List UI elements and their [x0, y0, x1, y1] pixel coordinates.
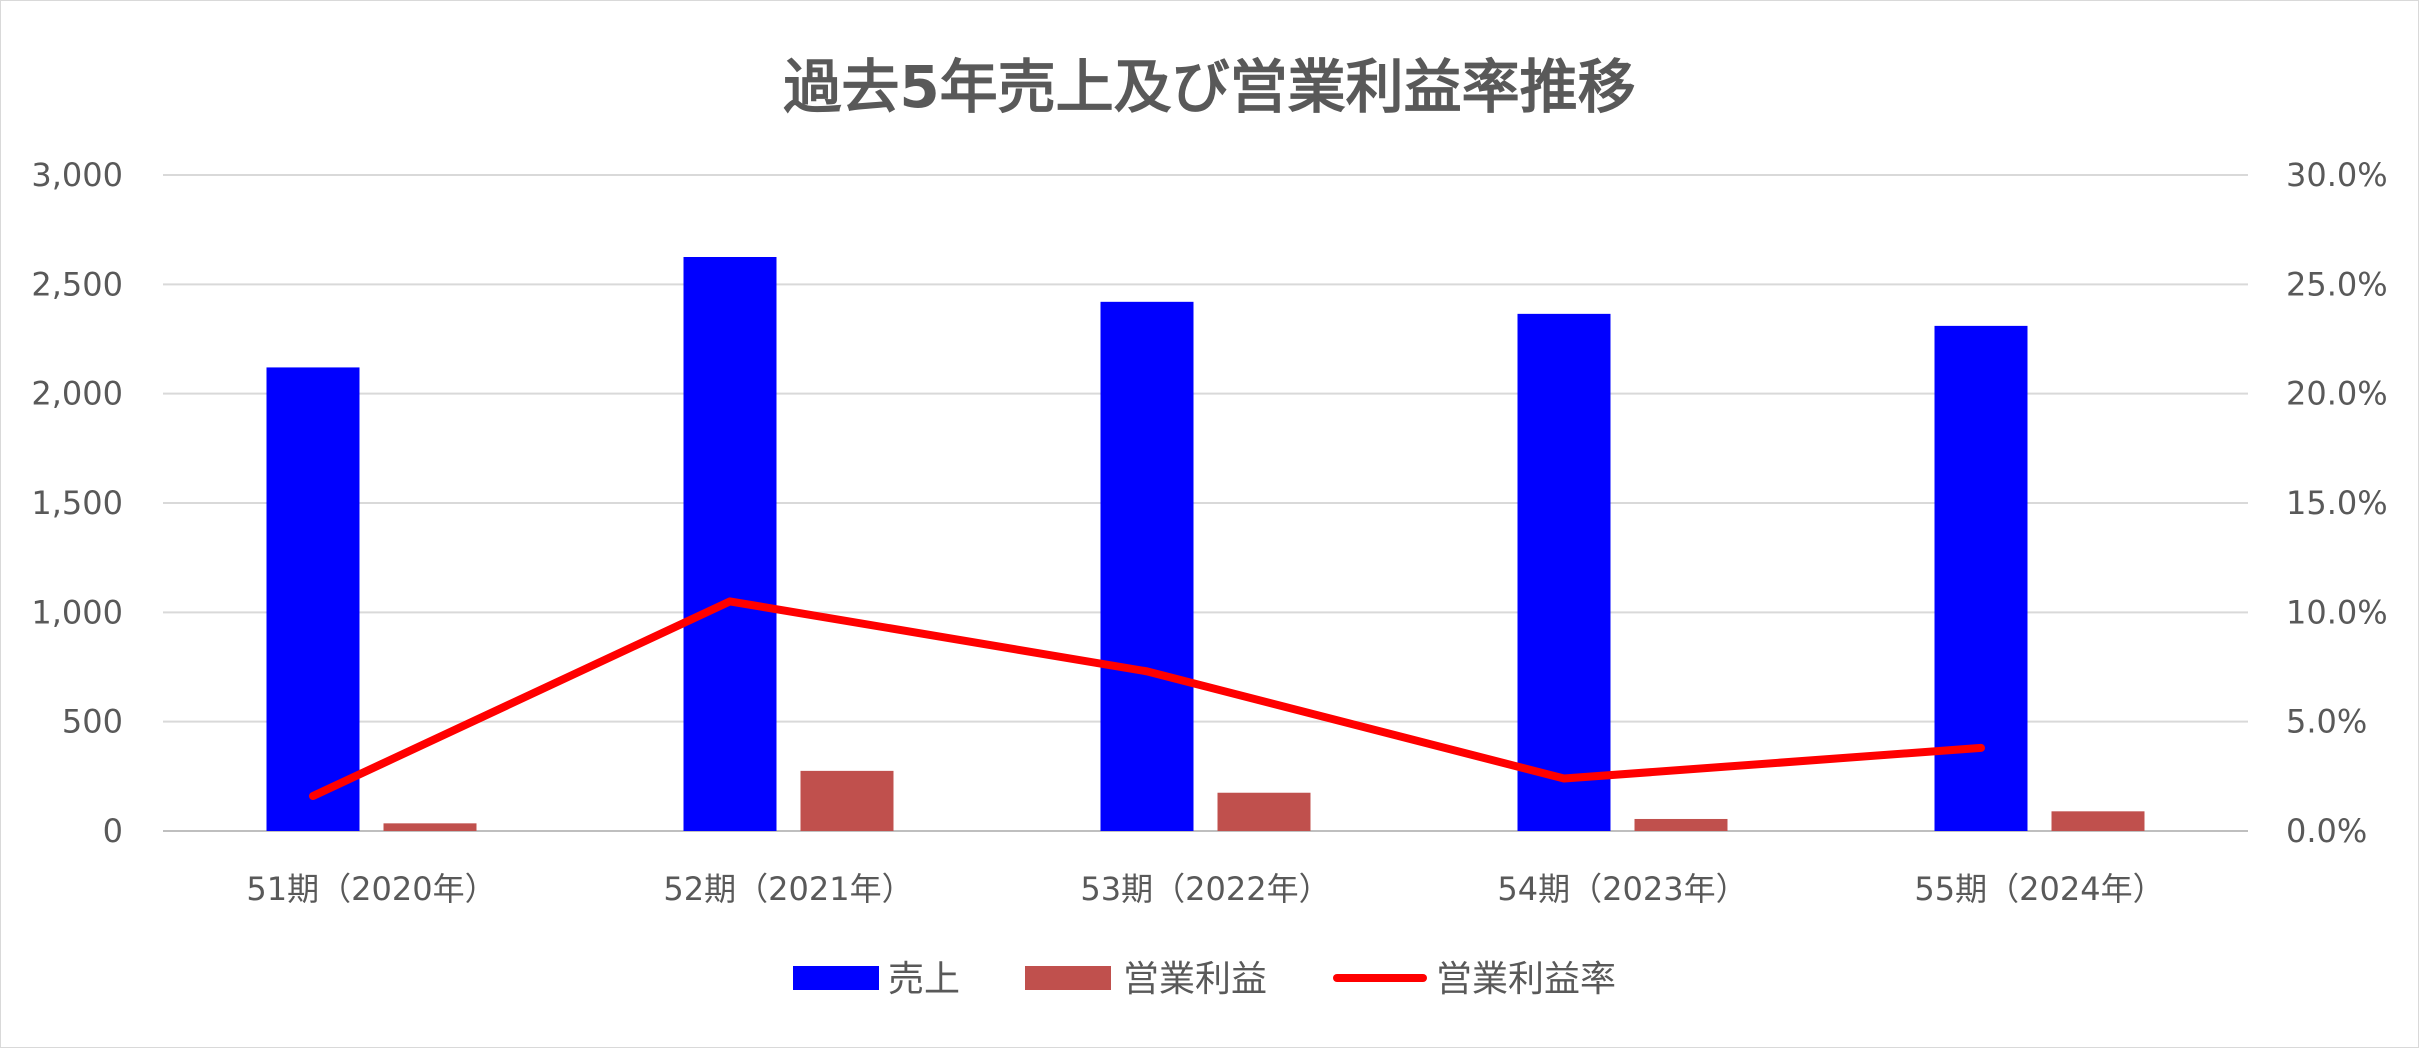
- y-left-tick-label: 0: [103, 812, 123, 850]
- legend-swatch-operating-profit: [1025, 966, 1111, 990]
- y-left-tick-label: 500: [62, 703, 123, 741]
- operating-profit-bar: [1634, 818, 1728, 831]
- y-right-tick-label: 25.0%: [2286, 265, 2388, 303]
- y-right-tick-label: 0.0%: [2286, 812, 2367, 850]
- x-tick-label: 53期（2022年）: [1080, 870, 1330, 908]
- sales-bar: [1934, 325, 2028, 831]
- operating-profit-bar: [1217, 792, 1311, 831]
- legend-label-sales: 売上: [888, 959, 960, 1000]
- y-left-tick-label: 3,000: [31, 156, 123, 194]
- operating-profit-bar: [800, 770, 894, 831]
- y-left-tick-label: 2,500: [31, 265, 123, 303]
- sales-bar: [1100, 301, 1194, 831]
- legend-label-operating-margin: 営業利益率: [1436, 959, 1616, 1000]
- x-tick-label: 52期（2021年）: [663, 870, 913, 908]
- y-right-tick-label: 20.0%: [2286, 375, 2388, 413]
- operating-profit-bar: [383, 823, 477, 831]
- chart-title: 過去5年売上及び営業利益率推移: [783, 53, 1636, 121]
- x-tick-label: 55期（2024年）: [1914, 870, 2164, 908]
- legend-label-operating-profit: 営業利益: [1123, 959, 1267, 1000]
- y-left-tick-label: 2,000: [31, 375, 123, 413]
- y-right-tick-label: 10.0%: [2286, 593, 2388, 631]
- y-right-tick-label: 15.0%: [2286, 484, 2388, 522]
- y-right-tick-label: 5.0%: [2286, 703, 2367, 741]
- y-left-tick-label: 1,000: [31, 593, 123, 631]
- x-tick-label: 54期（2023年）: [1497, 870, 1747, 908]
- legend-swatch-sales: [793, 966, 879, 990]
- x-tick-label: 51期（2020年）: [246, 870, 496, 908]
- y-left-tick-label: 1,500: [31, 484, 123, 522]
- sales-bar: [1517, 313, 1611, 831]
- operating-profit-bar: [2051, 811, 2145, 831]
- y-right-tick-label: 30.0%: [2286, 156, 2388, 194]
- sales-bar: [683, 257, 777, 831]
- sales-bar: [266, 367, 360, 831]
